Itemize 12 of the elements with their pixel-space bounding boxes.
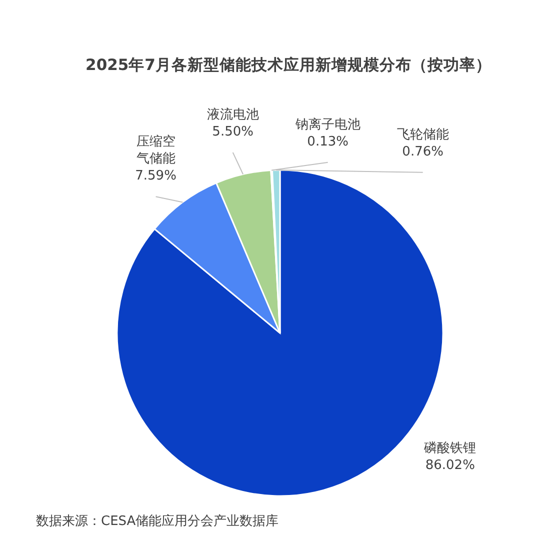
- slice-label: 飞轮储能: [396, 127, 449, 142]
- data-label: 7.59%: [135, 168, 176, 184]
- source-note: 数据来源：CESA储能应用分会产业数据库: [36, 513, 279, 529]
- slice-label: 钠离子电池: [294, 116, 360, 132]
- data-label: 5.50%: [212, 124, 254, 140]
- slice-label: 压缩空气储能: [136, 134, 176, 167]
- data-label: 0.76%: [402, 144, 444, 160]
- chart-title: 2025年7月各新型储能技术应用新增规模分布（按功率）: [86, 55, 492, 74]
- data-label: 0.13%: [307, 134, 348, 150]
- data-label: 86.02%: [425, 458, 475, 473]
- slice-label: 液流电池: [206, 106, 259, 122]
- slice-label: 磷酸铁锂: [423, 441, 476, 456]
